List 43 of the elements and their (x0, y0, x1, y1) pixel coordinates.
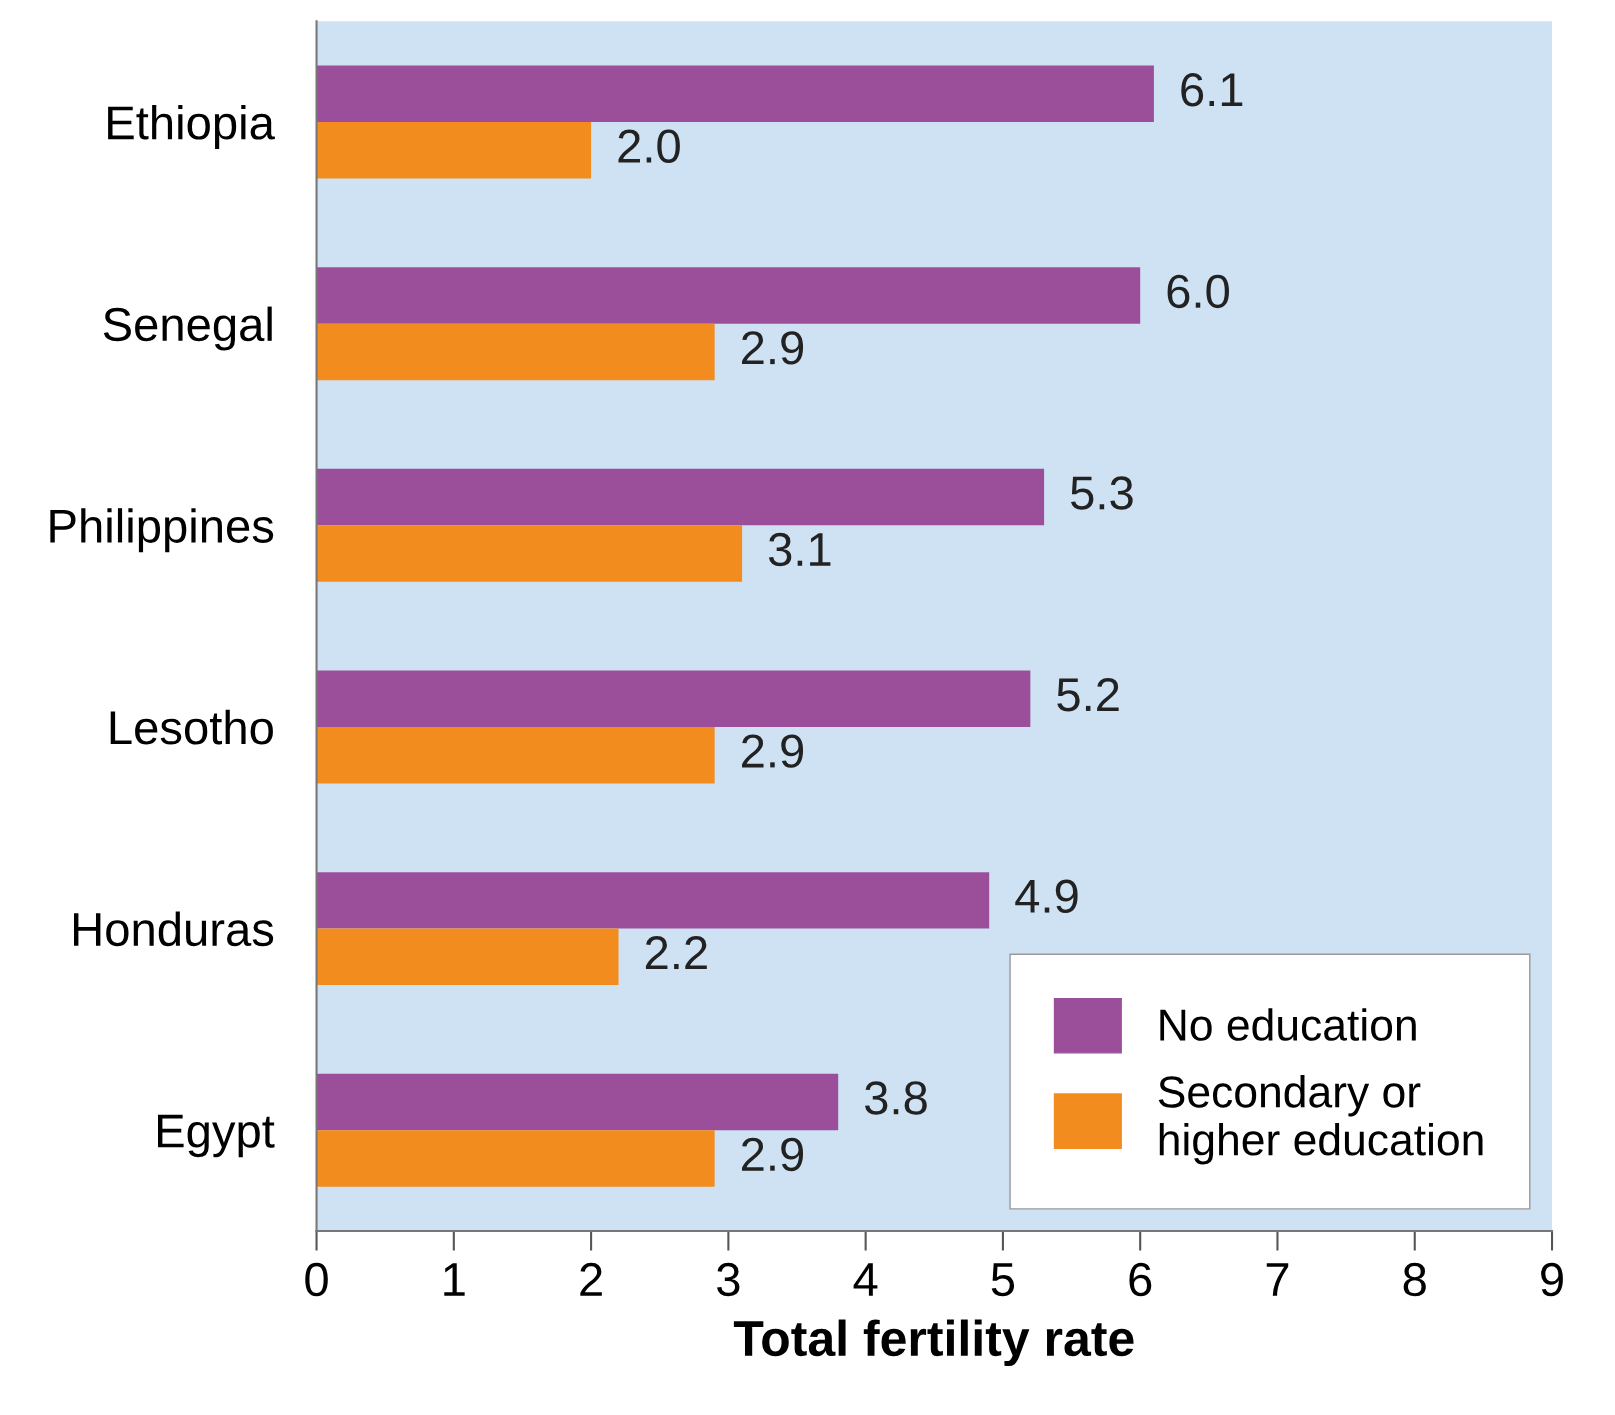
x-tick-label: 5 (991, 1263, 1015, 1297)
y-tick-label: Senegal (103, 306, 272, 351)
legend-label: No education (1160, 1008, 1416, 1041)
x-tick-label: 1 (444, 1263, 465, 1296)
data-label: 2.0 (618, 129, 680, 163)
x-tick-label: 7 (1266, 1263, 1289, 1296)
x-tick-label: 3 (717, 1262, 740, 1297)
data-label: 2.9 (742, 734, 804, 768)
bar (316, 267, 1141, 324)
data-label: 4.9 (1015, 879, 1078, 914)
bar (316, 468, 1045, 526)
bar (316, 65, 1154, 123)
x-tick-label: 4 (853, 1263, 878, 1296)
x-tick-label: 9 (1541, 1262, 1563, 1297)
bar (316, 1073, 839, 1131)
bar (316, 928, 619, 986)
bar (316, 1130, 715, 1187)
x-tick-label: 2 (580, 1262, 602, 1296)
y-tick-label: Egypt (158, 1114, 275, 1158)
x-tick-label: 6 (1129, 1262, 1152, 1297)
legend-label: Secondary or higher education (1158, 1075, 1483, 1165)
data-label: 6.0 (1167, 274, 1229, 309)
bar (316, 872, 990, 929)
bar (316, 525, 743, 582)
y-tick-label: Philippines (50, 508, 274, 553)
data-label: 6.1 (1181, 73, 1243, 107)
data-label: 3.1 (768, 532, 831, 567)
data-label: 5.2 (1057, 677, 1119, 712)
bar (316, 323, 715, 381)
bar (316, 122, 592, 179)
y-tick-label: Lesotho (110, 709, 273, 745)
y-tick-label: Ethiopia (108, 104, 275, 149)
x-tick-label: 0 (305, 1262, 328, 1297)
data-label: 2.2 (645, 936, 707, 970)
data-label: 5.3 (1070, 476, 1133, 510)
data-label: 3.8 (864, 1081, 927, 1115)
data-label: 2.9 (742, 1137, 804, 1172)
y-tick-label: Honduras (74, 911, 274, 947)
x-axis-title: Total fertility rate (733, 1319, 1134, 1367)
bar (316, 726, 715, 784)
bar (316, 670, 1031, 727)
x-tick-label: 8 (1403, 1262, 1426, 1297)
data-label: 2.9 (742, 331, 804, 365)
